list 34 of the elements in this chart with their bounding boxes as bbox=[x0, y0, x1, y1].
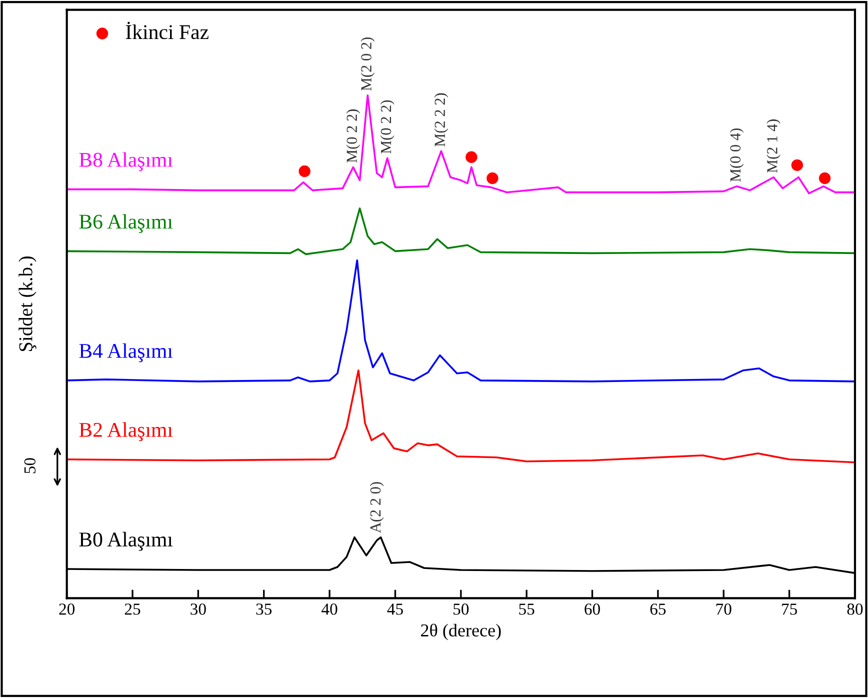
series-label: B6 Alaşımı bbox=[79, 214, 173, 233]
x-tick-label: 55 bbox=[519, 604, 534, 615]
series-label: B2 Alaşımı bbox=[79, 422, 173, 442]
series-label: B8 Alaşımı bbox=[79, 152, 173, 172]
annotation: A(2 2 0) bbox=[370, 482, 384, 534]
x-tick-label: 65 bbox=[650, 604, 666, 615]
x-tick-label: 60 bbox=[584, 604, 600, 615]
annotation: M(0 2 2) bbox=[346, 109, 360, 163]
x-tick-label: 80 bbox=[847, 604, 863, 615]
annotation: M(0 0 4) bbox=[730, 128, 744, 182]
x-tick-label: 40 bbox=[322, 604, 338, 615]
point bbox=[486, 172, 498, 184]
annotation: M(0 2 2) bbox=[380, 100, 394, 154]
x-tick-label: 30 bbox=[190, 604, 206, 615]
x-tick-label: 70 bbox=[716, 604, 732, 615]
text: 50 bbox=[24, 458, 36, 474]
x-tick-label: 25 bbox=[124, 604, 140, 615]
x-tick-label: 35 bbox=[256, 604, 272, 615]
x-tick-label: 75 bbox=[782, 604, 797, 615]
x-tick-label: 45 bbox=[387, 604, 403, 615]
y-axis-title: Şiddet (k.b.) bbox=[18, 256, 36, 352]
x-tick-label: 20 bbox=[59, 604, 75, 615]
annotation: M(2 1 4) bbox=[766, 119, 780, 173]
point bbox=[791, 159, 804, 172]
series-label: B0 Alaşımı bbox=[79, 532, 173, 551]
x-tick-label: 50 bbox=[454, 604, 469, 615]
point bbox=[298, 165, 310, 178]
series-label: B4 Alaşımı bbox=[79, 343, 173, 362]
point bbox=[818, 172, 831, 184]
annotation: M(2 0 2) bbox=[360, 37, 375, 91]
point bbox=[466, 151, 478, 163]
x-axis-title: 2θ (derece) bbox=[421, 624, 501, 640]
legend-label: İkinci Faz bbox=[126, 22, 208, 40]
annotation: M(2 2 2) bbox=[434, 93, 448, 146]
